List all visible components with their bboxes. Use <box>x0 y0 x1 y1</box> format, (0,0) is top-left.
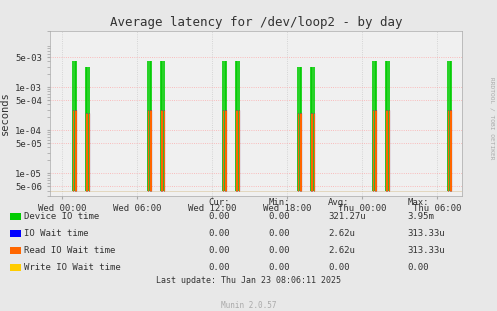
Text: 0.00: 0.00 <box>209 229 230 238</box>
Text: RRDTOOL / TOBI OETIKER: RRDTOOL / TOBI OETIKER <box>490 77 495 160</box>
Text: 0.00: 0.00 <box>268 229 290 238</box>
Text: 3.95m: 3.95m <box>408 212 434 220</box>
Text: 2.62u: 2.62u <box>328 229 355 238</box>
Text: Last update: Thu Jan 23 08:06:11 2025: Last update: Thu Jan 23 08:06:11 2025 <box>156 276 341 285</box>
Text: 0.00: 0.00 <box>209 212 230 220</box>
Text: 321.27u: 321.27u <box>328 212 366 220</box>
Text: Cur:: Cur: <box>209 198 230 207</box>
Text: 0.00: 0.00 <box>268 263 290 272</box>
Text: Write IO Wait time: Write IO Wait time <box>24 263 121 272</box>
Text: 0.00: 0.00 <box>408 263 429 272</box>
Title: Average latency for /dev/loop2 - by day: Average latency for /dev/loop2 - by day <box>110 16 402 29</box>
Text: 0.00: 0.00 <box>268 212 290 220</box>
Text: 313.33u: 313.33u <box>408 229 445 238</box>
Text: 313.33u: 313.33u <box>408 246 445 255</box>
Text: Max:: Max: <box>408 198 429 207</box>
Text: 0.00: 0.00 <box>328 263 349 272</box>
Text: 0.00: 0.00 <box>268 246 290 255</box>
Text: IO Wait time: IO Wait time <box>24 229 88 238</box>
Text: 0.00: 0.00 <box>209 246 230 255</box>
Text: 0.00: 0.00 <box>209 263 230 272</box>
Text: Read IO Wait time: Read IO Wait time <box>24 246 115 255</box>
Text: Min:: Min: <box>268 198 290 207</box>
Text: Device IO time: Device IO time <box>24 212 99 220</box>
Text: Avg:: Avg: <box>328 198 349 207</box>
Y-axis label: seconds: seconds <box>0 92 9 135</box>
Text: 2.62u: 2.62u <box>328 246 355 255</box>
Text: Munin 2.0.57: Munin 2.0.57 <box>221 301 276 310</box>
